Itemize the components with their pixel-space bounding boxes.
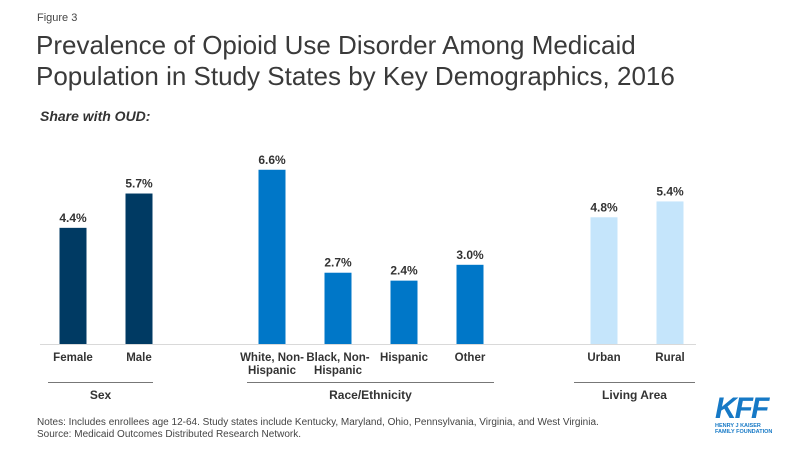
kff-logo-line1: HENRY J KAISER xyxy=(715,423,761,429)
x-tick-label: Female xyxy=(53,352,93,364)
bar-other xyxy=(456,264,484,344)
data-label: 3.0% xyxy=(456,248,484,262)
data-label: 5.7% xyxy=(125,177,153,191)
chart-subtitle: Share with OUD: xyxy=(40,108,151,124)
data-label: 2.4% xyxy=(390,264,418,278)
x-tick-label: Rural xyxy=(655,352,684,364)
bar-black-non-hispanic xyxy=(324,272,352,344)
x-tick-label: Urban xyxy=(587,352,620,364)
group-label: Living Area xyxy=(602,388,667,402)
x-tick-label: Hispanic xyxy=(314,365,363,377)
bar-hispanic xyxy=(390,280,418,344)
group-label: Sex xyxy=(90,388,112,402)
notes-text: Notes: Includes enrollees age 12-64. Stu… xyxy=(37,417,599,428)
bar-white-non-hispanic xyxy=(258,169,286,344)
figure-label: Figure 3 xyxy=(37,12,78,24)
x-tick-label: Hispanic xyxy=(248,365,297,377)
data-label: 4.8% xyxy=(590,200,618,214)
bar-urban xyxy=(590,217,618,344)
source-text: Source: Medicaid Outcomes Distributed Re… xyxy=(37,429,301,440)
data-label: 6.6% xyxy=(258,153,286,167)
bar-male xyxy=(125,193,153,344)
x-tick-label: White, Non- xyxy=(240,352,304,364)
group-label: Race/Ethnicity xyxy=(329,388,412,402)
data-label: 4.4% xyxy=(59,211,87,225)
bar-female xyxy=(59,227,87,344)
x-tick-label: Other xyxy=(455,352,486,364)
x-tick-label: Hispanic xyxy=(380,352,429,364)
x-tick-label: Male xyxy=(126,352,152,364)
kff-logo-line2: FAMILY FOUNDATION xyxy=(715,429,773,435)
kff-logo-mark: KFF xyxy=(715,392,769,425)
notes: Notes: Includes enrollees age 12-64. Stu… xyxy=(37,417,599,441)
data-label: 2.7% xyxy=(324,256,352,270)
kff-logo: KFF HENRY J KAISER FAMILY FOUNDATION xyxy=(715,392,775,436)
bar-rural xyxy=(656,201,684,344)
chart-title: Prevalence of Opioid Use Disorder Among … xyxy=(36,30,675,91)
data-label: 5.4% xyxy=(656,184,684,198)
x-tick-label: Black, Non- xyxy=(306,352,369,364)
